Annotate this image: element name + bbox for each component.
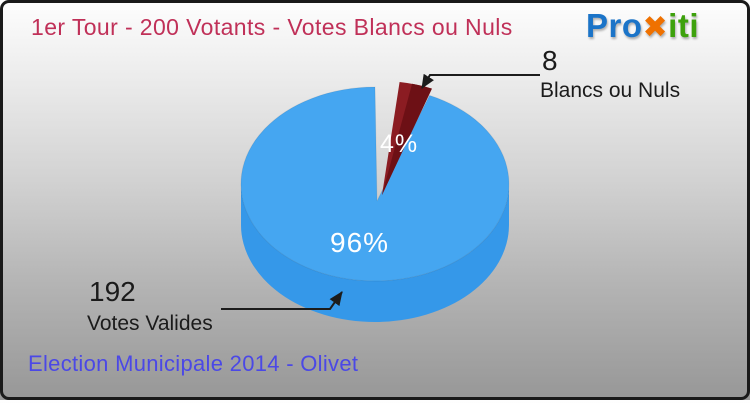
footer-title: Election Municipale 2014 - Olivet [28, 351, 359, 376]
pie-slice-blancs-group[interactable] [382, 82, 432, 195]
pie-side-valides [241, 184, 509, 322]
chart-title: 1er Tour - 200 Votants - Votes Blancs ou… [31, 14, 513, 40]
leader-line-valides [221, 291, 343, 310]
brand-logo[interactable]: Pro✖iti [586, 7, 699, 45]
logo-text-pro: Pro [586, 7, 643, 44]
callout-valides-value: 192 [89, 276, 136, 307]
pie-slice-valides[interactable] [240, 86, 510, 282]
callout-blancs-label: Blancs ou Nuls [540, 79, 681, 102]
logo-x-icon: ✖ [642, 11, 669, 44]
pie-chart [221, 73, 540, 322]
pie-slice-blancs-shade [382, 83, 432, 195]
pie-label-blancs-percent: 4% [380, 130, 419, 158]
leader-line-blancs [421, 73, 540, 89]
logo-text-iti: iti [668, 7, 699, 44]
callout-valides-label: Votes Valides [87, 312, 213, 335]
pie-label-valides-percent: 96% [330, 227, 390, 258]
callout-blancs-value: 8 [542, 45, 558, 76]
